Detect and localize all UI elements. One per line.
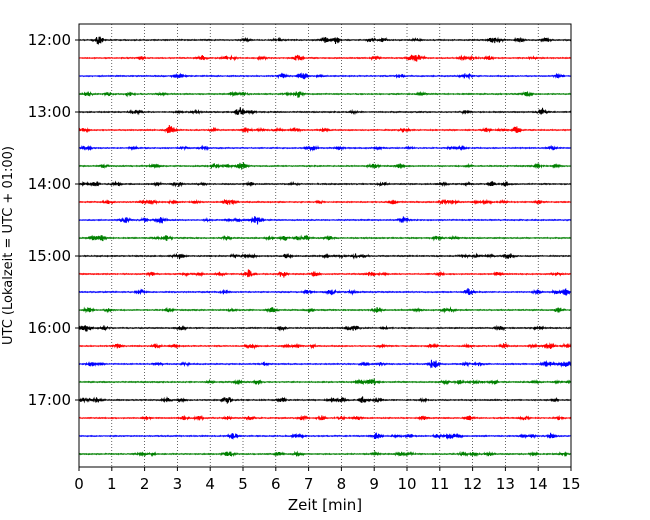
trace-line-22 [78,432,572,440]
y-tick-label: 13:00 [28,103,71,121]
trace-line-13 [78,269,572,278]
x-axis-label: Zeit [min] [288,496,362,514]
trace-line-5 [78,125,572,134]
trace-line-23 [78,449,572,458]
trace-line-11 [78,234,572,242]
plot-frame [78,23,572,468]
trace-line-8 [78,180,572,188]
trace-group [78,36,572,458]
trace-line-14 [78,288,572,296]
x-tick-label: 13 [496,475,515,493]
trace-line-9 [78,198,572,206]
y-tick-label: 16:00 [28,319,71,337]
x-tick-label: 3 [173,475,183,493]
y-axis-label: UTC (Lokalzeit = UTC + 01:00) [1,146,16,345]
x-tick-label: 6 [271,475,281,493]
trace-line-16 [78,324,572,332]
x-tick-label: 11 [430,475,449,493]
x-tick-label: 9 [369,475,379,493]
x-tick-label: 15 [561,475,580,493]
y-tick-label: 12:00 [28,31,71,49]
x-axis-ticks: 0 1 2 3 4 5 6 7 8 9 10 11 12 13 14 15 [74,467,581,493]
y-tick-label: 15:00 [28,247,71,265]
x-tick-label: 7 [304,475,314,493]
x-tick-label: 1 [107,475,117,493]
trace-line-21 [78,414,572,422]
y-axis-ticks: 12:00 13:00 14:00 15:00 16:00 17:00 [28,31,79,409]
trace-line-10 [78,216,572,225]
trace-line-4 [78,107,572,116]
x-tick-label: 4 [205,475,215,493]
trace-line-2 [78,72,572,80]
trace-line-6 [78,144,572,152]
trace-line-17 [78,342,572,350]
x-tick-label: 0 [74,475,84,493]
trace-line-7 [78,162,572,170]
x-tick-label: 2 [140,475,150,493]
grid-lines [111,24,539,467]
x-tick-label: 10 [397,475,416,493]
trace-line-12 [78,252,572,260]
trace-line-18 [78,359,572,369]
trace-line-3 [78,90,572,98]
trace-line-15 [78,306,572,314]
x-tick-label: 5 [238,475,248,493]
trace-line-20 [78,396,572,404]
y-tick-label: 14:00 [28,175,71,193]
x-tick-label: 12 [463,475,482,493]
x-tick-label: 14 [529,475,548,493]
x-tick-label: 8 [337,475,347,493]
y-tick-label: 17:00 [28,391,71,409]
trace-line-0 [78,36,572,46]
trace-line-19 [78,378,572,386]
trace-line-1 [78,54,572,62]
